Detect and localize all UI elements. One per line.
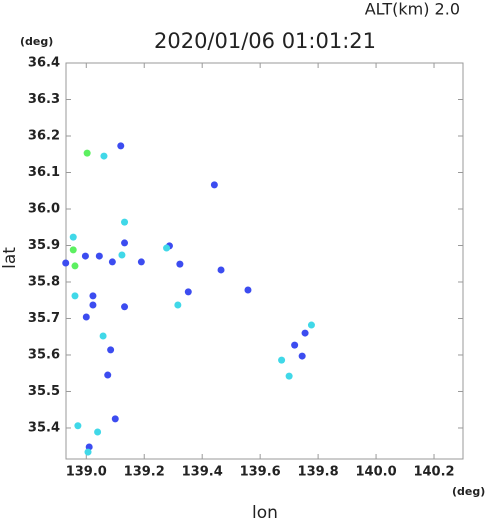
x-unit: (deg) [452, 485, 485, 498]
x-tick-label: 140.2 [413, 465, 454, 480]
echo-point [137, 258, 145, 266]
x-tick-label: 139.6 [240, 465, 281, 480]
echo-point [100, 152, 108, 160]
y-axis-label: lat [0, 247, 20, 269]
echo-point [118, 251, 126, 259]
y-tick-label: 36.2 [28, 128, 60, 143]
echo-point [84, 448, 92, 456]
echo-point [301, 329, 309, 337]
plot-frame [65, 62, 464, 460]
echo-point [217, 266, 225, 274]
y-tick-label: 36.1 [28, 165, 60, 180]
x-tick-label: 140.0 [356, 465, 397, 480]
echo-point [176, 260, 184, 268]
echo-point [108, 258, 116, 266]
echo-point [111, 415, 119, 423]
x-tick-label: 139.8 [298, 465, 339, 480]
echo-point [94, 428, 102, 436]
echo-point [69, 246, 77, 254]
echo-point [184, 288, 192, 296]
x-tick-label: 139.2 [124, 465, 165, 480]
echo-point [285, 372, 293, 380]
echo-point [71, 292, 79, 300]
echo-point [107, 346, 115, 354]
echo-point [99, 332, 107, 340]
altitude-label: ALT(km) 2.0 [365, 0, 460, 19]
echo-point [210, 181, 218, 189]
y-tick-label: 35.7 [28, 311, 60, 326]
y-tick-label: 35.8 [28, 274, 60, 289]
echo-point [95, 252, 103, 260]
y-tick-label: 35.4 [28, 420, 60, 435]
x-tick-label: 139.4 [182, 465, 223, 480]
echo-point [121, 218, 129, 226]
x-axis-label: lon [252, 503, 278, 521]
y-tick-label: 35.9 [28, 238, 60, 253]
echo-point [121, 239, 129, 247]
echo-point [69, 233, 77, 241]
echo-point [278, 356, 286, 364]
y-tick-label: 36.4 [28, 56, 60, 71]
x-tick-label: 139.0 [66, 465, 107, 480]
y-tick-label: 35.6 [28, 347, 60, 362]
y-tick-label: 36.3 [28, 92, 60, 107]
echo-point [71, 262, 79, 270]
echo-point [104, 371, 112, 379]
echo-point [89, 301, 97, 309]
echo-point [117, 142, 125, 150]
echo-point [74, 422, 82, 430]
echo-point [163, 244, 171, 252]
y-unit: (deg) [20, 35, 53, 48]
echo-point [82, 313, 90, 321]
echo-point [121, 303, 129, 311]
echo-point [62, 259, 70, 267]
echo-point [307, 321, 315, 329]
chart-title: 2020/01/06 01:01:21 [154, 29, 376, 53]
echo-point [291, 341, 299, 349]
echo-point [89, 292, 97, 300]
y-tick-label: 36.0 [28, 201, 60, 216]
echo-point [83, 149, 91, 157]
echo-point [81, 252, 89, 260]
echo-point [298, 352, 306, 360]
y-tick-label: 35.5 [28, 384, 60, 399]
echo-point [174, 301, 182, 309]
echo-point [244, 286, 252, 294]
